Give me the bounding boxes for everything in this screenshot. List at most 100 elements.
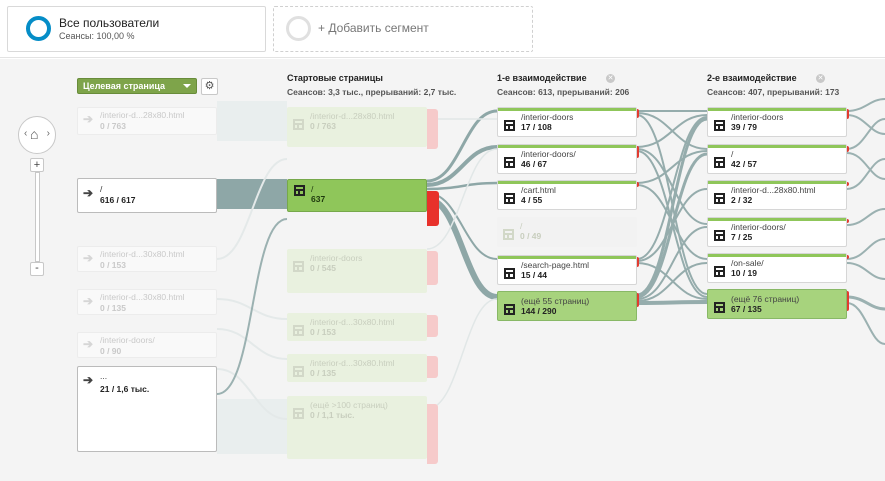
- flow-3: [846, 208, 885, 226]
- landing-node[interactable]: ➔ /interior-d...28x80.html 0 / 763: [77, 107, 217, 135]
- node-title: /interior-d...30x80.html: [100, 249, 185, 259]
- segment-all-users[interactable]: Все пользователи Сеансы: 100,00 %: [7, 6, 266, 52]
- flow-3: [846, 98, 885, 112]
- flow-3: [846, 114, 885, 135]
- node-value: 7 / 25: [731, 232, 753, 242]
- pan-left-icon[interactable]: ‹: [24, 128, 28, 139]
- flow-3: [846, 302, 885, 345]
- drop-off-bar: [427, 109, 438, 149]
- flow-1: [426, 181, 498, 191]
- flow-1: [426, 145, 498, 187]
- home-icon[interactable]: ⌂: [30, 126, 39, 142]
- page-icon: [504, 193, 515, 204]
- chevron-down-icon: [183, 84, 191, 88]
- second-interaction-node[interactable]: /interior-d...28x80.html 2 / 32: [707, 180, 847, 210]
- node-title: /on-sale/: [731, 258, 764, 268]
- node-title: /interior-doors/: [100, 335, 155, 345]
- landing-node[interactable]: ➔ /interior-d...30x80.html 0 / 153: [77, 246, 217, 272]
- dimension-dropdown[interactable]: Целевая страница: [77, 78, 197, 94]
- enter-arrow-icon: ➔: [83, 251, 94, 265]
- node-traffic-bar: [708, 254, 846, 257]
- flow-main: [217, 179, 287, 209]
- gear-icon[interactable]: ⚙: [201, 78, 218, 95]
- node-title: (ещё 76 страниц): [731, 294, 800, 304]
- node-value: 0 / 763: [100, 121, 126, 131]
- first-interaction-node[interactable]: /search-page.html 15 / 44: [497, 255, 637, 285]
- start-page-node[interactable]: /interior-d...30x80.html 0 / 135: [287, 354, 427, 382]
- column-header-second: 2-е взаимодействие Сеансов: 407, прерыва…: [707, 73, 839, 97]
- dimension-dropdown-label: Целевая страница: [83, 81, 165, 91]
- node-value: 21 / 1,6 тыс.: [100, 384, 150, 394]
- flow-3: [846, 152, 885, 180]
- flow-3: [846, 158, 885, 190]
- node-title: /search-page.html: [521, 260, 590, 270]
- page-icon: [714, 193, 725, 204]
- page-icon: [293, 366, 304, 377]
- column-header-first: 1-е взаимодействие Сеансов: 613, прерыва…: [497, 73, 629, 97]
- zoom-slider[interactable]: [35, 172, 40, 262]
- second-interaction-node[interactable]: /interior-doors 39 / 79: [707, 107, 847, 137]
- second-interaction-node[interactable]: / 42 / 57: [707, 144, 847, 174]
- drop-off-bar: [847, 219, 849, 223]
- zoom-in-button[interactable]: +: [30, 158, 44, 172]
- node-value: 2 / 32: [731, 195, 753, 205]
- node-title: /interior-d...30x80.html: [310, 317, 395, 327]
- node-value: 637: [311, 194, 326, 204]
- flow-canvas[interactable]: Целевая страница ⚙ ‹ ⌂ › + - Стартовые с…: [0, 59, 885, 481]
- node-value: 39 / 79: [731, 122, 757, 132]
- page-icon: [714, 157, 725, 168]
- first-interaction-node[interactable]: /interior-doors/ 46 / 67: [497, 144, 637, 174]
- enter-arrow-icon: ➔: [83, 112, 94, 126]
- column-subtitle: Сеансов: 3,3 тыс., прерываний: 2,7 тыс.: [287, 87, 457, 97]
- start-page-node[interactable]: / 637: [287, 179, 427, 212]
- flow-2: [636, 150, 708, 184]
- node-title: /interior-d...28x80.html: [731, 185, 816, 195]
- pan-navigation-control[interactable]: ‹ ⌂ ›: [18, 116, 56, 154]
- node-value: 0 / 1,1 тыс.: [310, 410, 355, 420]
- flow-3: [846, 238, 885, 260]
- first-interaction-node[interactable]: /cart.html 4 / 55: [497, 180, 637, 210]
- start-page-node[interactable]: /interior-doors 0 / 545: [287, 249, 427, 293]
- second-interaction-node[interactable]: (ещё 76 страниц) 67 / 135: [707, 289, 847, 319]
- landing-start-band: [217, 101, 287, 141]
- pan-right-icon[interactable]: ›: [46, 128, 50, 139]
- landing-node[interactable]: ➔ / 616 / 617: [77, 178, 217, 213]
- node-title: /: [520, 221, 523, 231]
- remove-column-icon[interactable]: ✕: [606, 74, 615, 83]
- second-interaction-node[interactable]: /interior-doors/ 7 / 25: [707, 217, 847, 247]
- remove-column-icon[interactable]: ✕: [816, 74, 825, 83]
- start-page-node[interactable]: /interior-d...30x80.html 0 / 153: [287, 313, 427, 341]
- drop-off-bar: [637, 257, 639, 267]
- enter-arrow-icon: ➔: [83, 337, 94, 351]
- first-interaction-node[interactable]: (ещё 55 страниц) 144 / 290: [497, 291, 637, 321]
- node-title: /cart.html: [521, 185, 556, 195]
- start-page-node[interactable]: (ещё >100 страниц) 0 / 1,1 тыс.: [287, 396, 427, 459]
- start-page-node[interactable]: /interior-d...28x80.html 0 / 763: [287, 107, 427, 147]
- enter-arrow-icon: ➔: [83, 373, 94, 387]
- flow-2: [636, 262, 708, 302]
- node-traffic-bar: [498, 145, 636, 148]
- landing-node[interactable]: ➔ /interior-d...30x80.html 0 / 135: [77, 289, 217, 315]
- flow-3: [846, 295, 885, 311]
- add-segment-button[interactable]: + Добавить сегмент: [273, 6, 533, 52]
- page-icon: [504, 268, 515, 279]
- landing-node[interactable]: ➔ ... 21 / 1,6 тыс.: [77, 366, 217, 452]
- zoom-out-button[interactable]: -: [30, 262, 44, 276]
- flow-connections: [216, 98, 885, 454]
- page-icon: [714, 302, 725, 313]
- page-icon: [504, 120, 515, 131]
- first-interaction-node[interactable]: /interior-doors 17 / 108: [497, 107, 637, 137]
- flow-2: [636, 226, 708, 300]
- node-value: 0 / 545: [310, 263, 336, 273]
- node-title: /interior-d...30x80.html: [100, 292, 185, 302]
- flow-ghost: [216, 368, 288, 420]
- node-value: 17 / 108: [521, 122, 552, 132]
- column-title: Стартовые страницы: [287, 73, 383, 83]
- drop-off-bar: [427, 251, 438, 285]
- second-interaction-node[interactable]: /on-sale/ 10 / 19: [707, 253, 847, 283]
- landing-node[interactable]: ➔ /interior-doors/ 0 / 90: [77, 332, 217, 358]
- node-title: /interior-d...28x80.html: [310, 111, 395, 121]
- drop-off-bar: [637, 293, 639, 307]
- node-value: 0 / 135: [100, 303, 126, 313]
- first-interaction-node[interactable]: / 0 / 49: [497, 217, 637, 247]
